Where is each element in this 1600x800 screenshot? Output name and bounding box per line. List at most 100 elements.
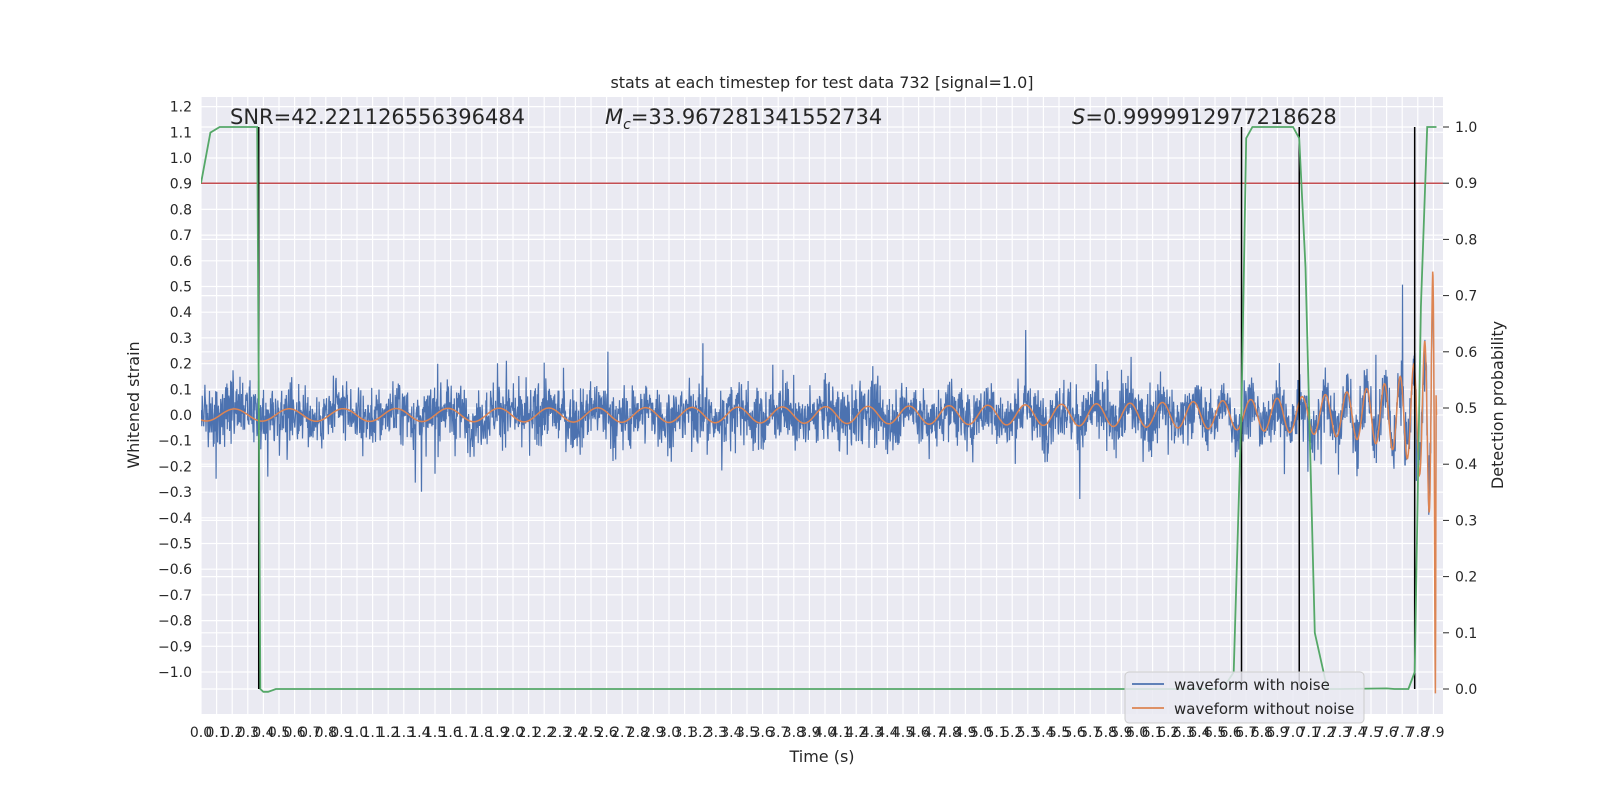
x-tick-label: 2.2: [533, 725, 555, 741]
x-tick-label: 1.6: [439, 725, 461, 741]
x-tick-label: 3.7: [767, 725, 789, 741]
x-tick-label: 6.3: [1173, 725, 1195, 741]
overlay-clip-group: [201, 126, 1443, 693]
x-tick-label: 4.5: [892, 725, 914, 741]
x-tick-label: 5.2: [1001, 725, 1023, 741]
x-tick-label: 0.6: [283, 725, 305, 741]
x-tick-label: 7.8: [1407, 725, 1429, 741]
y-tick-label-right: 0.8: [1455, 232, 1477, 248]
x-tick-label: 1.4: [408, 725, 430, 741]
y-tick-label-left: 0.9: [170, 177, 192, 193]
y-tick-label-left: 0.2: [170, 357, 192, 373]
x-tick-label: 4.4: [876, 725, 898, 741]
y-tick-label-left: −0.1: [158, 434, 192, 450]
x-tick-label: 2.3: [549, 725, 571, 741]
x-tick-label: 1.1: [361, 725, 383, 741]
x-tick-label: 1.2: [377, 725, 399, 741]
x-axis-label: Time (s): [788, 747, 854, 766]
x-tick-label: 1.9: [486, 725, 508, 741]
x-tick-label: 2.4: [564, 725, 586, 741]
x-tick-label: 4.2: [845, 725, 867, 741]
x-tick-label: 3.3: [705, 725, 727, 741]
series-detection-probability: [201, 126, 1437, 693]
y-tick-label-left: 0.7: [170, 228, 192, 244]
x-tick-label: 2.5: [580, 725, 602, 741]
chirp-mass-value: =33.967281341552734: [631, 105, 882, 129]
x-tick-label: 3.8: [783, 725, 805, 741]
legend: waveform with noise waveform without noi…: [1124, 671, 1365, 724]
x-tick-label: 3.9: [798, 725, 820, 741]
x-tick-label: 2.8: [627, 725, 649, 741]
legend-label-clean: waveform without noise: [1174, 700, 1354, 718]
x-tick-label: 3.5: [736, 725, 758, 741]
y-tick-label-left: 1.2: [170, 100, 192, 116]
x-tick-label: 4.1: [829, 725, 851, 741]
y-tick-label-left: −0.4: [158, 511, 192, 527]
overlay-layer: [201, 126, 1443, 693]
x-tick-label: 5.4: [1032, 725, 1054, 741]
x-tick-label: 1.0: [346, 725, 368, 741]
chirp-mass-symbol: M: [605, 105, 623, 129]
x-tick-label: 1.7: [455, 725, 477, 741]
x-tick-label: 7.0: [1282, 725, 1304, 741]
x-tick-label: 7.4: [1344, 725, 1366, 741]
x-tick-label: 2.0: [502, 725, 524, 741]
y-tick-label-right: 0.9: [1455, 176, 1477, 192]
x-tick-label: 6.0: [1126, 725, 1148, 741]
y-tick-label-right: 0.6: [1455, 345, 1477, 361]
snr-annotation: SNR=42.221126556396484: [230, 105, 525, 129]
statistic-value: =0.9999912977218628: [1085, 105, 1336, 129]
x-tick-label: 0.4: [252, 725, 274, 741]
x-tick-label: 2.6: [595, 725, 617, 741]
x-tick-label: 6.7: [1235, 725, 1257, 741]
y-tick-label-right: 0.0: [1455, 682, 1477, 698]
x-tick-label: 7.6: [1375, 725, 1397, 741]
chart-title: stats at each timestep for test data 732…: [610, 73, 1033, 92]
series-waveform-without-noise: [201, 271, 1438, 694]
x-tick-label: 0.7: [299, 725, 321, 741]
x-tick-label: 2.1: [517, 725, 539, 741]
x-tick-label: 5.1: [985, 725, 1007, 741]
y-tick-label-left: −0.7: [158, 588, 192, 604]
x-tick-label: 3.1: [673, 725, 695, 741]
y-tick-label-left: −0.8: [158, 614, 192, 630]
x-tick-label: 2.7: [611, 725, 633, 741]
y-tick-label-left: −0.9: [158, 639, 192, 655]
x-tick-label: 6.8: [1251, 725, 1273, 741]
y-tick-label-right: 0.7: [1455, 289, 1477, 305]
x-tick-label: 4.7: [923, 725, 945, 741]
x-tick-label: 7.5: [1360, 725, 1382, 741]
x-tick-label: 6.6: [1219, 725, 1241, 741]
series-layer: [201, 271, 1438, 694]
y-tick-label-left: 1.1: [170, 125, 192, 141]
y-tick-label-right: 0.3: [1455, 513, 1477, 529]
y-tick-label-left: 0.6: [170, 254, 192, 270]
y-tick-label-left: 0.3: [170, 331, 192, 347]
chirp-mass-subscript: c: [623, 117, 631, 133]
x-tick-label: 4.9: [954, 725, 976, 741]
legend-box: [1124, 671, 1365, 724]
x-tick-label: 5.9: [1110, 725, 1132, 741]
y-tick-label-left: −0.3: [158, 485, 192, 501]
y-axis-label-right: Detection probability: [1488, 321, 1507, 489]
x-tick-label: 7.3: [1329, 725, 1351, 741]
y-tick-label-left: −1.0: [158, 665, 192, 681]
x-tick-label: 4.6: [907, 725, 929, 741]
y-tick-label-left: −0.2: [158, 459, 192, 475]
x-tick-label: 6.2: [1157, 725, 1179, 741]
x-tick-label: 1.5: [424, 725, 446, 741]
series-clip-group: [201, 271, 1438, 694]
y-tick-label-left: 1.0: [170, 151, 192, 167]
x-tick-label: 7.7: [1391, 725, 1413, 741]
y-tick-label-left: 0.0: [170, 408, 192, 424]
x-tick-label: 6.1: [1141, 725, 1163, 741]
y-tick-label-left: 0.4: [170, 305, 192, 321]
x-tick-label: 0.1: [205, 725, 227, 741]
x-tick-label: 3.0: [658, 725, 680, 741]
x-tick-label: 2.9: [642, 725, 664, 741]
y-tick-label-right: 0.5: [1455, 401, 1477, 417]
x-tick-label: 4.3: [861, 725, 883, 741]
y-axis-label-left: Whitened strain: [124, 341, 143, 468]
y-tick-label-left: 0.1: [170, 382, 192, 398]
x-tick-label: 7.1: [1297, 725, 1319, 741]
